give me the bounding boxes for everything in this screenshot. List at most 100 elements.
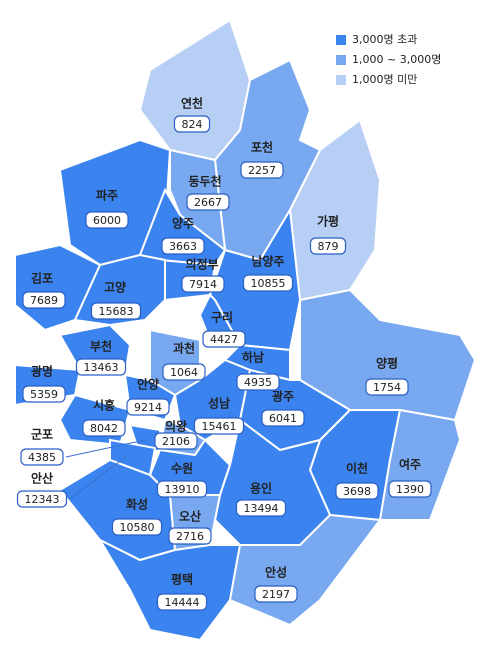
region-name: 시흥: [93, 398, 115, 413]
leader-line: [69, 454, 129, 500]
region-name: 의정부: [185, 257, 218, 272]
value-box: [168, 527, 212, 545]
value-box: [156, 480, 208, 498]
region-name: 용인: [250, 481, 272, 496]
region-name: 의왕: [165, 419, 187, 434]
region-name: 광주: [272, 389, 294, 404]
region-name: 광명: [31, 364, 53, 379]
legend: 3,000명 초과 1,000 ~ 3,000명 1,000명 미만: [336, 33, 441, 86]
value-box: [236, 373, 280, 391]
value-box: [173, 115, 211, 133]
value-box: [186, 193, 230, 211]
region-value: 13910: [165, 483, 200, 496]
value-box: [193, 417, 245, 435]
region-value: 7914: [189, 278, 217, 291]
region-value: 824: [182, 118, 203, 131]
region-name: 양평: [376, 356, 398, 371]
value-box: [75, 358, 127, 376]
region-value: 1754: [373, 381, 401, 394]
region-name: 화성: [126, 497, 148, 512]
region-value: 15683: [99, 305, 134, 318]
value-box: [111, 518, 163, 536]
region-value: 7689: [30, 294, 58, 307]
region-name: 평택: [171, 572, 193, 587]
value-box: [156, 593, 208, 611]
value-box: [365, 378, 409, 396]
region-name: 안성: [265, 565, 287, 580]
value-box: [90, 302, 142, 320]
legend-swatch: [336, 55, 346, 65]
region-name: 부천: [90, 339, 112, 354]
region-name: 연천: [181, 96, 203, 111]
legend-label: 1,000 ~ 3,000명: [352, 53, 441, 66]
value-box: [161, 237, 205, 255]
region-value: 3663: [169, 240, 197, 253]
region-value: 9214: [134, 401, 162, 414]
region-name: 오산: [179, 509, 201, 524]
region-value: 10580: [120, 521, 155, 534]
region-value: 2716: [176, 530, 204, 543]
region-name: 수원: [171, 462, 193, 476]
region-value: 2257: [248, 164, 276, 177]
value-box: [22, 291, 66, 309]
value-box: [261, 409, 305, 427]
region-value: 10855: [251, 277, 286, 290]
region-value: 12343: [25, 493, 60, 506]
region-name: 안양: [137, 377, 159, 392]
labels: 연천 824 포천 2257 동두천 2667 파주 6000 가평 879 양주 3663 의정부 79…: [16, 96, 432, 611]
region-name: 여주: [399, 457, 421, 472]
region-name: 고양: [104, 280, 126, 295]
region-name: 양주: [172, 216, 194, 231]
region-name: 이천: [346, 461, 368, 476]
region-value: 4427: [210, 333, 238, 346]
value-box: [22, 385, 66, 403]
legend-label: 1,000명 미만: [352, 73, 417, 86]
region-value: 2197: [262, 588, 290, 601]
value-box: [254, 585, 298, 603]
region-value: 2667: [194, 196, 222, 209]
value-box: [20, 448, 64, 466]
region-name: 구리: [211, 310, 233, 325]
region-value: 13463: [84, 361, 119, 374]
region-value: 6000: [93, 214, 121, 227]
region-name: 안산: [31, 471, 53, 486]
region-name: 하남: [242, 350, 264, 365]
value-box: [240, 161, 284, 179]
region-value: 5359: [30, 388, 58, 401]
region-name: 남양주: [251, 254, 284, 269]
region-value: 14444: [165, 596, 200, 609]
region-value: 4935: [244, 376, 272, 389]
region-name: 과천: [173, 341, 195, 356]
value-box: [335, 482, 379, 500]
region-name: 군포: [31, 428, 53, 442]
value-box: [82, 419, 126, 437]
region-name: 성남: [208, 396, 230, 411]
region: [97, 537, 242, 642]
value-box: [16, 490, 68, 508]
value-box: [162, 363, 206, 381]
leader-line: [65, 439, 146, 458]
legend-label: 3,000명 초과: [352, 33, 417, 46]
value-box: [85, 211, 129, 229]
region-value: 6041: [269, 412, 297, 425]
value-box: [309, 237, 347, 255]
region-value: 8042: [90, 422, 118, 435]
value-box: [202, 330, 246, 348]
leader-lines: [65, 439, 146, 500]
region-value: 1390: [396, 483, 424, 496]
legend-swatch: [336, 35, 346, 45]
region-value: 2106: [162, 435, 190, 448]
value-box: [154, 432, 198, 450]
legend-swatch: [336, 75, 346, 85]
region-name: 파주: [96, 188, 118, 203]
value-box: [242, 274, 294, 292]
region-value: 879: [318, 240, 339, 253]
region-value: 1064: [170, 366, 198, 379]
region-name: 포천: [251, 140, 273, 155]
region-name: 가평: [317, 214, 339, 229]
region-value: 13494: [244, 502, 279, 515]
region-value: 4385: [28, 451, 56, 464]
regions: [14, 18, 477, 642]
